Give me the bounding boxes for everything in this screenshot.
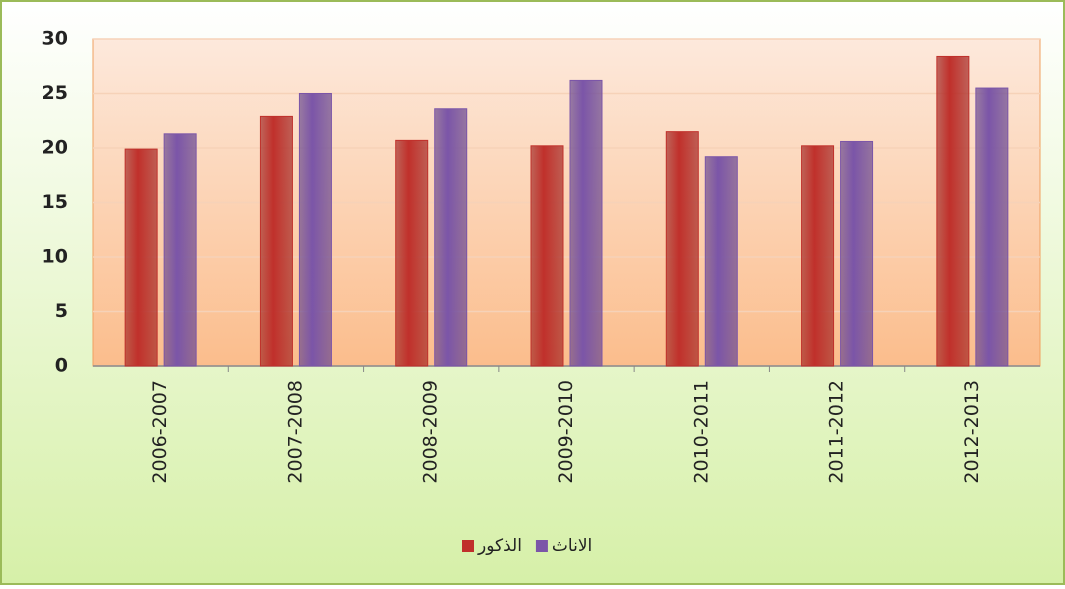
- bar: [259, 115, 293, 367]
- bar: [569, 79, 603, 367]
- y-tick-label: 5: [55, 300, 68, 322]
- bar: [395, 139, 429, 367]
- bar: [840, 140, 874, 367]
- legend-label: الذكور: [477, 536, 522, 556]
- x-tick-label: 2006-2007: [149, 380, 171, 484]
- x-tick-label: 2010-2011: [690, 380, 712, 484]
- y-tick-label: 0: [55, 355, 68, 377]
- legend-swatch: [462, 540, 474, 552]
- x-tick-label: 2008-2009: [420, 380, 442, 484]
- bar: [975, 87, 1009, 367]
- y-tick-label: 30: [42, 28, 68, 50]
- x-tick-label: 2012-2013: [961, 380, 983, 484]
- y-tick-label: 10: [42, 246, 68, 268]
- y-tick-label: 15: [42, 191, 68, 213]
- bar: [124, 148, 158, 367]
- x-tick-label: 2009-2010: [555, 380, 577, 484]
- y-tick-label: 20: [42, 137, 68, 159]
- legend-label: الاناث: [552, 536, 592, 556]
- bar: [801, 145, 835, 367]
- bar: [530, 145, 564, 367]
- bar: [298, 93, 332, 367]
- bar: [163, 133, 197, 367]
- x-tick-label: 2007-2008: [284, 380, 306, 484]
- bar: [665, 131, 699, 367]
- bar: [936, 55, 970, 367]
- bar: [704, 156, 738, 367]
- bar: [434, 108, 468, 367]
- x-tick-label: 2011-2012: [826, 380, 848, 484]
- legend-swatch: [535, 540, 548, 552]
- y-tick-label: 25: [42, 82, 68, 104]
